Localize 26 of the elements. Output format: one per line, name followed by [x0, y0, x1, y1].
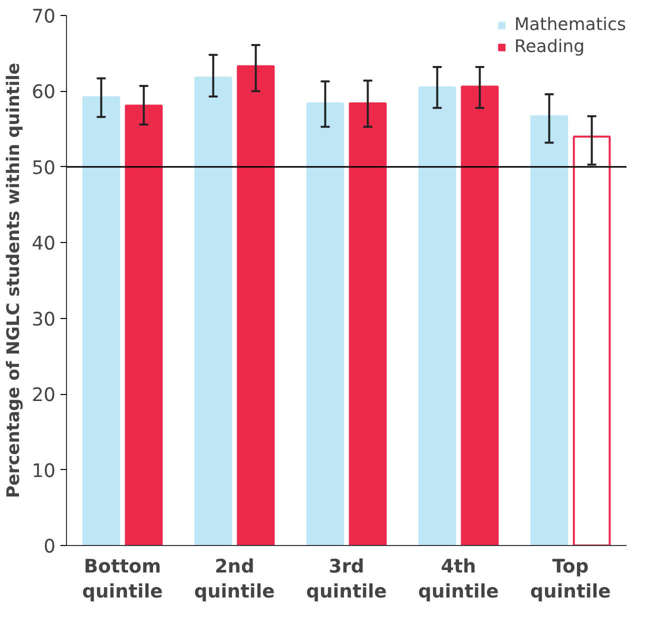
x-tick-label: 3rd quintile — [306, 556, 387, 603]
bar — [194, 76, 232, 546]
x-tick-label: 2nd quintile — [194, 556, 275, 603]
x-tick-label: Top quintile — [530, 556, 611, 603]
y-tick-label: 50 — [32, 158, 56, 179]
y-tick-label: 70 — [32, 6, 56, 28]
y-tick-label: 10 — [32, 460, 56, 482]
y-tick-label: 30 — [32, 309, 56, 330]
y-axis-title: Percentage of NGLC students within quintile — [4, 62, 24, 498]
legend-label: Reading — [514, 37, 585, 57]
bar — [572, 136, 611, 546]
bar — [124, 104, 163, 546]
bar — [348, 102, 387, 546]
legend-label: Mathematics — [514, 15, 626, 35]
bar — [418, 86, 456, 546]
y-tick-label: 0 — [44, 536, 56, 558]
bar — [306, 102, 344, 546]
y-tick-label: 20 — [32, 385, 56, 406]
x-tick-label: Bottom quintile — [82, 556, 163, 603]
y-tick-label: 60 — [32, 82, 56, 104]
y-tick-label: 40 — [32, 234, 56, 255]
bar — [530, 115, 568, 546]
bar — [82, 96, 120, 546]
bar — [236, 65, 275, 546]
bar — [460, 86, 499, 546]
x-tick-label: 4th quintile — [418, 556, 499, 603]
